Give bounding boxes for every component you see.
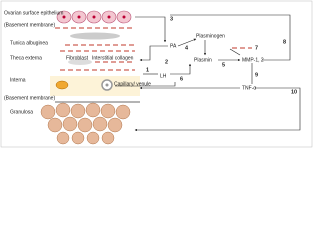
step: 4 <box>185 45 189 51</box>
node: TNF-α <box>242 85 256 91</box>
step: 5 <box>222 62 225 68</box>
layer-label: (Basement membrane) <box>4 95 55 101</box>
step: 10 <box>291 89 297 95</box>
step: 8 <box>283 39 286 45</box>
layer-label: Granulosa <box>10 109 33 115</box>
layer-label: (Basement membrane) <box>4 22 55 28</box>
node: PA <box>170 43 177 49</box>
step: 7 <box>255 45 258 51</box>
step: 2 <box>165 59 168 65</box>
layer-label: Tunica albuginea <box>10 40 48 46</box>
layer-label: Interna <box>10 77 26 83</box>
step: 3 <box>170 16 173 22</box>
labels: Ovarian surface epithelium (Basement mem… <box>4 10 297 115</box>
node: MMP-1, 2 <box>242 57 264 63</box>
cell-label: Interstitial collagen <box>92 55 134 61</box>
layout <box>0 0 313 148</box>
step: 6 <box>180 76 183 82</box>
step: 1 <box>146 67 149 73</box>
node: Plasmin <box>194 57 212 63</box>
cell-label: Fibroblast <box>66 55 89 61</box>
node: Plasminogen <box>196 33 225 39</box>
layer-label: Ovarian surface epithelium <box>4 10 63 16</box>
node: LH <box>160 73 167 79</box>
cell-label: Capillary/ venule <box>114 81 151 87</box>
step: 9 <box>255 72 258 78</box>
diagram: Ovarian surface epithelium (Basement mem… <box>0 0 313 148</box>
layer-label: Theca externa <box>10 55 42 61</box>
